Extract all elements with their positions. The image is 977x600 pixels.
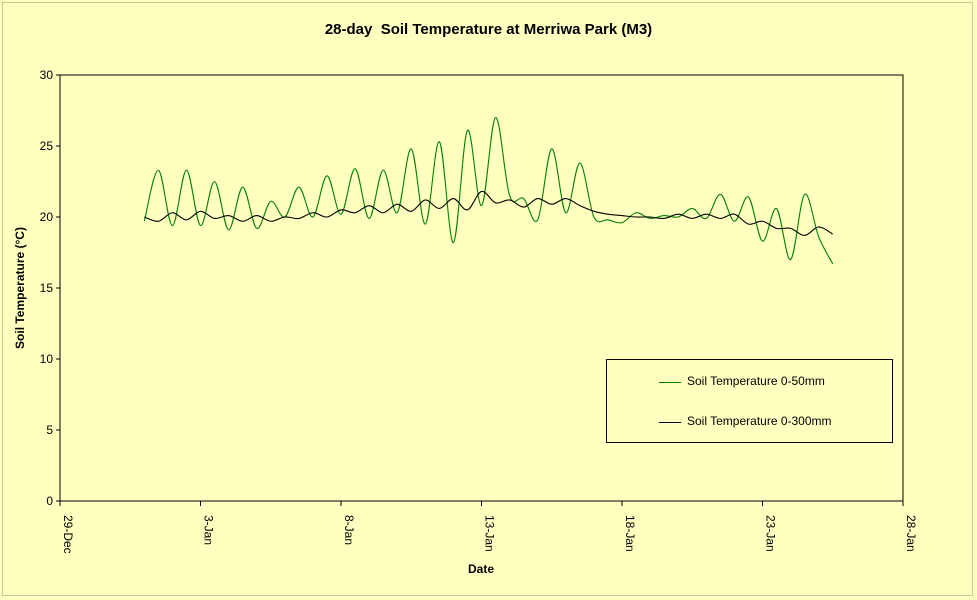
- y-tick-label-0: 0: [46, 494, 53, 508]
- series-line-soil-temperature-0-50mm: [143, 117, 834, 265]
- x-tick-label-13-jan: 13-Jan: [483, 515, 497, 552]
- series-layer: [143, 117, 834, 265]
- y-tick-label-30: 30: [40, 68, 54, 82]
- legend-swatch-0-300mm: [659, 422, 681, 423]
- x-tick-label-8-jan: 8-Jan: [342, 515, 356, 545]
- x-tick-label-28-jan: 28-Jan: [904, 515, 918, 552]
- x-tick-label-18-jan: 18-Jan: [623, 515, 637, 552]
- x-axis-title: Date: [468, 562, 494, 576]
- chart-title: 28-day Soil Temperature at Merriwa Park …: [324, 21, 653, 38]
- y-axis: 0 5 10 15 20 25 30: [40, 68, 60, 508]
- x-tick-label-3-jan: 3-Jan: [202, 515, 216, 545]
- y-axis-title: Soil Temperature (°C): [13, 227, 27, 349]
- legend: Soil Temperature 0-50mm Soil Temperature…: [606, 359, 893, 443]
- y-tick-label-20: 20: [40, 210, 54, 224]
- y-tick-label-10: 10: [40, 352, 54, 366]
- x-tick-label-29-dec: 29-Dec: [61, 515, 75, 554]
- legend-label-0-50mm: Soil Temperature 0-50mm: [687, 374, 825, 388]
- legend-swatch-0-50mm: [659, 382, 681, 383]
- y-tick-label-15: 15: [40, 281, 54, 295]
- legend-label-0-300mm: Soil Temperature 0-300mm: [687, 414, 832, 428]
- y-tick-label-5: 5: [46, 423, 53, 437]
- y-tick-label-25: 25: [40, 139, 54, 153]
- x-axis: 29-Dec 3-Jan 8-Jan 13-Jan 18-Jan 23-Jan 28-Jan: [59, 501, 918, 554]
- x-tick-label-23-jan: 23-Jan: [764, 515, 778, 552]
- series-line-soil-temperature-0-300mm: [144, 190, 834, 237]
